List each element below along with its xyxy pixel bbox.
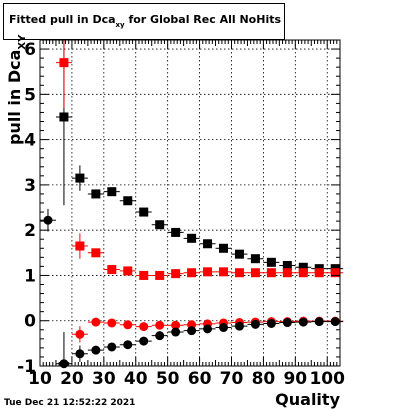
data-point [219, 243, 229, 253]
data-point [59, 112, 69, 122]
y-tick-label: 6 [24, 40, 36, 60]
data-point [203, 239, 213, 249]
data-point [91, 345, 101, 355]
chart-title: Fitted pull in Dcaxy for Global Rec All … [9, 13, 281, 29]
data-point [298, 317, 308, 327]
data-point [155, 320, 165, 330]
data-point [282, 268, 292, 278]
data-point [250, 268, 260, 278]
data-point [219, 267, 229, 277]
data-point [250, 254, 260, 264]
data-point [91, 189, 101, 199]
data-point [75, 173, 85, 183]
data-point [171, 320, 181, 330]
data-point [266, 318, 276, 328]
data-point [75, 349, 85, 359]
y-tick-label: -1 [17, 357, 36, 377]
data-series [40, 40, 344, 369]
data-point [330, 268, 340, 278]
data-point [139, 336, 149, 346]
data-point [187, 268, 197, 278]
data-point [203, 267, 213, 277]
y-axis-title: pull in DcaXY [5, 34, 28, 145]
x-tick-label: 50 [156, 369, 180, 389]
x-tick-label: 90 [283, 369, 307, 389]
series-2 [55, 40, 344, 280]
data-point [282, 318, 292, 328]
data-point [266, 257, 276, 267]
data-point [155, 270, 165, 280]
data-point [123, 320, 133, 330]
data-point [171, 269, 181, 279]
data-point [91, 317, 101, 327]
data-point [282, 260, 292, 270]
data-point [43, 215, 53, 225]
axes: 10 20 30 40 50 60 70 80 90 100 -1 0 1 2 3 4 5 6 [17, 39, 345, 389]
data-point [203, 324, 213, 334]
x-tick-label: 80 [252, 369, 276, 389]
x-tick-label: 40 [124, 369, 148, 389]
data-point [250, 319, 260, 329]
data-point [155, 220, 165, 230]
data-point [298, 262, 308, 272]
x-tick-label: 10 [28, 369, 52, 389]
data-point [187, 326, 197, 336]
data-point [75, 329, 85, 339]
data-point [75, 241, 85, 251]
data-point [107, 187, 117, 197]
y-tick-label: 1 [24, 266, 36, 286]
x-tick-label: 70 [220, 369, 244, 389]
x-tick-label: 20 [60, 369, 84, 389]
data-point [107, 265, 117, 275]
data-point [314, 268, 324, 278]
data-point [171, 327, 181, 337]
chart-title-box: Fitted pull in Dcaxy for Global Rec All … [3, 3, 285, 40]
data-point [330, 317, 340, 327]
x-tick-label: 100 [309, 369, 345, 389]
data-point [139, 270, 149, 280]
data-point [107, 318, 117, 328]
series-4 [40, 208, 344, 369]
data-point [123, 196, 133, 206]
grid [40, 40, 340, 366]
y-tick-label: 5 [24, 85, 36, 105]
data-point [234, 268, 244, 278]
x-axis-title: Quality [275, 390, 340, 409]
data-point [219, 323, 229, 333]
data-point [139, 322, 149, 332]
data-point [107, 342, 117, 352]
data-point [266, 268, 276, 278]
data-point [298, 268, 308, 278]
x-tick-label: 60 [188, 369, 212, 389]
data-point [155, 331, 165, 341]
data-point [91, 248, 101, 258]
y-tick-label: 2 [24, 221, 36, 241]
data-point [59, 58, 69, 68]
data-point [123, 266, 133, 276]
data-point [234, 321, 244, 331]
data-point [171, 227, 181, 237]
data-point [139, 207, 149, 217]
data-point [187, 233, 197, 243]
y-tick-label: 3 [24, 176, 36, 196]
y-tick-label: 4 [24, 131, 36, 151]
x-tick-label: 30 [92, 369, 116, 389]
timestamp: Tue Dec 21 12:52:22 2021 [4, 398, 135, 408]
data-point [123, 340, 133, 350]
y-tick-label: 0 [24, 312, 36, 332]
data-point [314, 317, 324, 327]
data-point [59, 359, 69, 369]
data-point [234, 249, 244, 259]
